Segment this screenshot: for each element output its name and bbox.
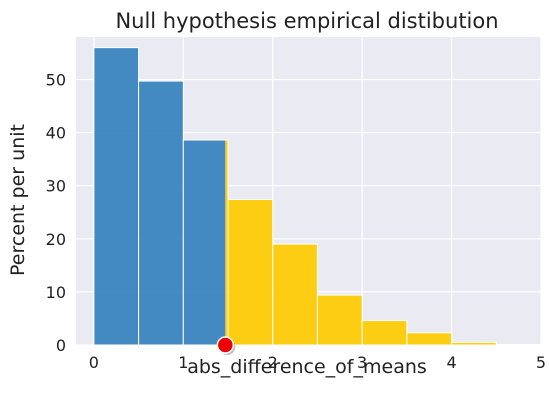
x-tick-labels: 0 1 2 3 4 5 [89,353,546,372]
x-tick-label: 5 [536,353,546,372]
x-tick-label: 2 [268,353,278,372]
y-tick-label: 20 [46,230,66,249]
x-axis-label: abs_difference_of_means [187,356,427,378]
observed-statistic-marker [216,336,235,354]
histogram-bar-8 [451,342,497,345]
histogram-bar-6 [362,320,407,345]
histogram-bar-edge-4 [272,243,318,346]
histogram-bar-edge-5 [316,294,363,346]
chart-title: Null hypothesis empirical distibution [115,9,498,33]
x-tick-label: 1 [178,353,188,372]
x-tick-label: 0 [89,353,99,372]
y-tick-label: 40 [46,124,66,143]
histogram-bar-edge-8 [451,341,497,346]
histogram-bar-7 [406,332,452,345]
observed-statistic-marker-group [216,336,236,355]
histogram-bars [93,47,542,346]
x-tick-label: 4 [446,353,456,372]
histogram-bar-2-above [225,140,229,345]
histogram-bar-2-below [183,140,226,345]
histogram-bar-1 [138,81,184,345]
histogram-bar-4 [272,244,318,345]
y-tick-label: 30 [46,177,66,196]
histogram-bar-5 [317,295,363,345]
histogram-bar-edge-7 [406,332,453,346]
y-tick-label: 0 [56,336,66,355]
histogram-bar-0 [93,47,139,345]
y-axis-label: Percent per unit [7,124,29,276]
histogram-bar-edge-9 [495,343,542,346]
histogram-bar-3 [228,199,273,345]
y-tick-label: 50 [46,70,66,89]
y-tick-label: 10 [46,283,66,302]
y-tick-labels: 0 10 20 30 40 50 [46,70,66,355]
x-tick-label: 3 [357,353,367,372]
